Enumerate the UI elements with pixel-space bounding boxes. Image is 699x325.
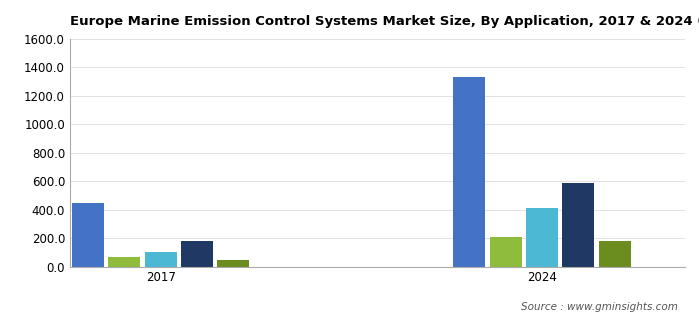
Bar bbox=[181, 241, 213, 266]
Bar bbox=[490, 237, 521, 266]
Bar bbox=[563, 183, 594, 266]
Text: Source : www.gminsights.com: Source : www.gminsights.com bbox=[521, 302, 678, 312]
Legend: Commercial, Offshore, Recreational, Navy, Others: Commercial, Offshore, Recreational, Navy… bbox=[186, 322, 569, 325]
Bar bbox=[454, 77, 485, 266]
Bar bbox=[526, 208, 558, 266]
Bar bbox=[217, 260, 250, 266]
Bar bbox=[599, 241, 630, 266]
Text: Europe Marine Emission Control Systems Market Size, By Application, 2017 & 2024 : Europe Marine Emission Control Systems M… bbox=[70, 15, 699, 28]
Bar bbox=[72, 202, 104, 266]
Bar bbox=[108, 256, 140, 266]
Bar bbox=[145, 252, 177, 266]
